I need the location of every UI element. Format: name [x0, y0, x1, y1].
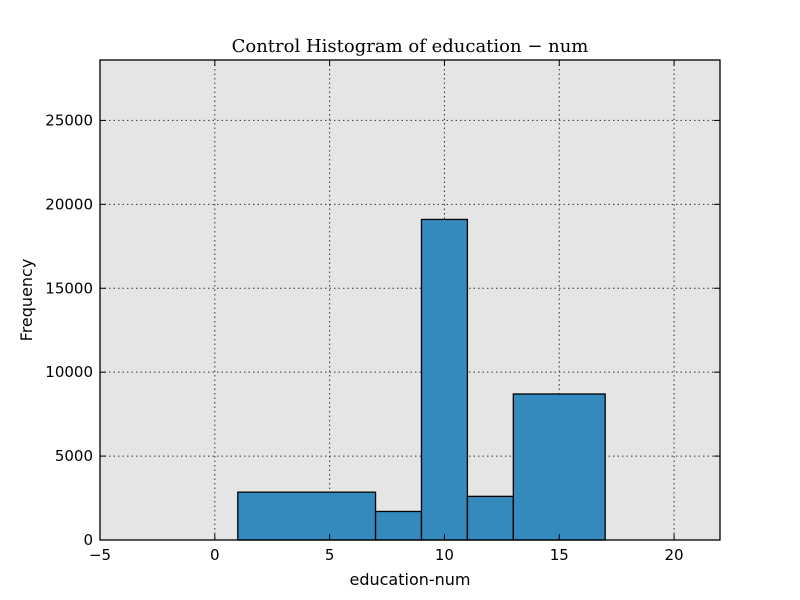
- x-tick-label: −5: [89, 546, 111, 564]
- y-tick-label: 5000: [55, 447, 93, 465]
- x-tick-label: 5: [325, 546, 335, 564]
- x-axis-label: education-num: [349, 570, 470, 589]
- y-tick-label: 10000: [45, 363, 93, 381]
- plot-frame: [99, 59, 721, 541]
- histogram-bar: [466, 495, 514, 541]
- x-tick-label: 15: [550, 546, 569, 564]
- x-tick-label: 10: [435, 546, 454, 564]
- histogram-bar: [237, 491, 377, 541]
- histogram-bar: [374, 510, 423, 541]
- y-tick-label: 25000: [45, 111, 93, 129]
- x-tick-label: 20: [665, 546, 684, 564]
- x-tick-label: 0: [210, 546, 220, 564]
- chart-title: Control Histogram of education − num: [232, 36, 589, 57]
- y-tick-label: 15000: [45, 279, 93, 297]
- y-tick-label: 20000: [45, 195, 93, 213]
- histogram-bar: [512, 393, 606, 541]
- y-axis-label: Frequency: [17, 259, 36, 342]
- histogram-bar: [420, 218, 469, 541]
- plot-area: [100, 60, 720, 540]
- y-tick-label: 0: [83, 531, 93, 549]
- bars: [237, 218, 606, 541]
